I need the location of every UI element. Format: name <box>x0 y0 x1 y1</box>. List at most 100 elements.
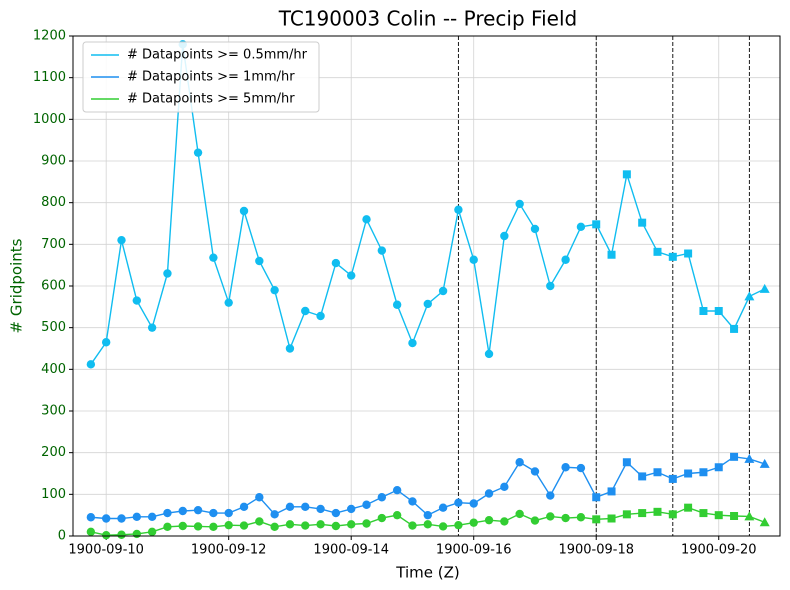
y-tick-label: 700 <box>41 237 66 252</box>
marker <box>546 491 555 500</box>
marker <box>132 529 142 539</box>
marker <box>561 255 570 264</box>
marker <box>270 522 279 532</box>
y-tick-label: 1100 <box>33 70 66 85</box>
marker <box>255 493 264 502</box>
marker <box>86 527 96 537</box>
marker <box>316 520 325 529</box>
marker <box>239 206 249 216</box>
marker <box>469 499 478 508</box>
marker <box>163 508 172 518</box>
y-tick-label: 500 <box>41 320 66 335</box>
marker <box>638 472 647 481</box>
marker <box>607 487 616 496</box>
marker <box>592 493 601 502</box>
marker <box>285 344 295 353</box>
series-line <box>90 456 765 520</box>
marker <box>163 269 172 278</box>
marker <box>101 530 111 540</box>
marker <box>744 453 755 463</box>
chart-title: TC190003 Colin -- Precip Field <box>278 7 577 31</box>
marker <box>484 489 494 498</box>
marker <box>546 281 555 291</box>
marker <box>362 215 371 224</box>
marker <box>86 513 96 522</box>
legend-label: # Datapoints >= 1mm/hr <box>127 70 295 85</box>
marker <box>224 508 233 518</box>
marker <box>163 522 172 532</box>
marker <box>438 286 448 296</box>
marker <box>270 510 279 519</box>
marker <box>408 338 417 348</box>
marker <box>209 253 218 262</box>
marker <box>515 458 524 467</box>
marker <box>469 255 478 264</box>
marker <box>561 463 570 472</box>
marker <box>285 502 295 512</box>
marker <box>668 474 677 483</box>
marker <box>622 458 631 467</box>
marker <box>423 520 432 529</box>
marker <box>759 283 770 293</box>
marker <box>255 517 264 526</box>
marker <box>331 508 341 518</box>
marker <box>714 463 723 472</box>
marker <box>392 485 402 495</box>
marker <box>239 502 249 512</box>
marker <box>515 509 524 519</box>
marker <box>316 504 325 514</box>
marker <box>193 522 203 531</box>
marker <box>622 170 631 179</box>
marker <box>362 500 371 509</box>
x-tick-label: 1900-09-10 <box>68 543 144 558</box>
marker <box>193 505 203 515</box>
marker <box>193 148 203 157</box>
marker <box>684 469 693 478</box>
marker <box>515 199 524 209</box>
x-tick-label: 1900-09-18 <box>558 543 634 558</box>
marker <box>347 504 356 514</box>
marker <box>530 467 540 476</box>
y-tick-label: 1200 <box>33 29 66 44</box>
marker <box>408 497 417 506</box>
marker <box>546 512 555 521</box>
marker <box>301 521 310 530</box>
marker <box>684 249 693 258</box>
marker <box>622 510 631 519</box>
marker <box>331 521 341 531</box>
marker <box>484 515 494 525</box>
x-tick-label: 1900-09-20 <box>681 543 757 558</box>
marker <box>484 349 494 359</box>
marker <box>576 222 586 232</box>
marker <box>438 522 448 531</box>
marker <box>101 338 111 347</box>
marker <box>132 512 142 522</box>
marker <box>117 530 126 539</box>
marker <box>239 521 249 530</box>
marker <box>576 513 586 522</box>
plot-frame <box>72 35 781 537</box>
marker <box>423 510 432 520</box>
y-tick-label: 400 <box>41 362 66 377</box>
marker <box>147 323 157 332</box>
legend-box <box>82 41 320 113</box>
y-tick-label: 100 <box>41 487 66 502</box>
marker <box>454 520 463 530</box>
marker <box>301 502 310 512</box>
marker <box>178 506 187 516</box>
marker <box>730 452 739 461</box>
marker <box>255 256 264 266</box>
y-tick-label: 0 <box>58 529 66 544</box>
marker <box>224 298 233 307</box>
marker <box>392 510 402 520</box>
marker <box>454 205 463 214</box>
marker <box>117 514 126 523</box>
marker <box>147 512 157 522</box>
marker <box>423 299 432 309</box>
y-tick-label: 1000 <box>33 112 66 127</box>
marker <box>714 511 723 520</box>
marker <box>699 307 708 315</box>
marker <box>653 507 662 516</box>
marker <box>392 300 402 309</box>
